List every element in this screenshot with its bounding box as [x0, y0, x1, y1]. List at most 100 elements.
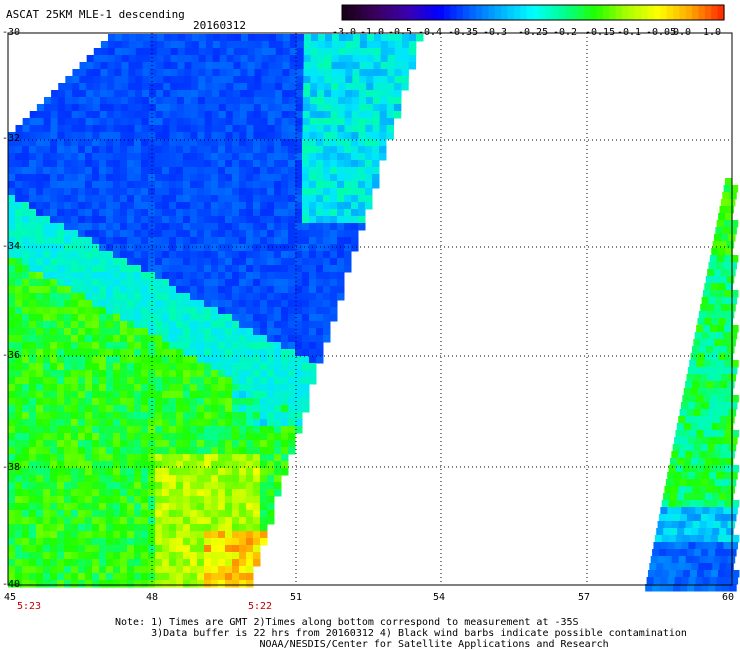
wind-cell [309, 293, 317, 301]
wind-cell [64, 566, 72, 574]
wind-cell [211, 314, 219, 322]
wind-cell [684, 528, 692, 536]
wind-cell [78, 398, 86, 406]
wind-cell [246, 265, 254, 273]
wind-cell [22, 230, 30, 238]
wind-cell [365, 195, 373, 203]
wind-cell [232, 447, 240, 455]
wind-cell [281, 97, 290, 105]
wind-cell [359, 69, 367, 77]
wind-cell [246, 230, 254, 238]
wind-cell [359, 76, 367, 84]
wind-cell [29, 188, 37, 196]
wind-cell [240, 90, 248, 98]
wind-cell [57, 104, 66, 112]
wind-cell [190, 475, 198, 483]
wind-cell [99, 384, 107, 392]
wind-cell [106, 447, 114, 455]
wind-cell [50, 433, 58, 441]
wind-cell [50, 174, 58, 182]
wind-cell [190, 195, 198, 203]
wind-cell [260, 258, 268, 266]
wind-cell [113, 118, 122, 126]
wind-cell [106, 573, 114, 581]
wind-cell [211, 209, 219, 217]
wind-cell [197, 265, 205, 273]
wind-cell [106, 279, 114, 287]
wind-cell [134, 454, 142, 462]
wind-cell [99, 517, 107, 525]
wind-cell [106, 335, 114, 343]
wind-cell [710, 570, 719, 578]
wind-cell [309, 146, 317, 154]
wind-cell [120, 272, 128, 280]
wind-cell [22, 531, 30, 539]
wind-cell [239, 566, 247, 574]
wind-cell [142, 55, 151, 63]
wind-cell [8, 307, 16, 315]
wind-cell [22, 377, 30, 385]
wind-cell [8, 167, 16, 175]
wind-cell [120, 314, 128, 322]
wind-cell [197, 160, 205, 168]
wind-cell [302, 293, 310, 301]
wind-cell [260, 510, 268, 518]
wind-cell [155, 111, 164, 119]
wind-cell [218, 118, 227, 126]
wind-cell [113, 328, 121, 336]
wind-cell [684, 563, 692, 571]
wind-cell [338, 55, 347, 63]
wind-cell [162, 286, 170, 294]
wind-cell [260, 377, 268, 385]
wind-cell [260, 174, 268, 182]
wind-cell [128, 62, 137, 70]
wind-cell [108, 34, 116, 42]
wind-cell [100, 69, 108, 77]
wind-cell [148, 139, 156, 147]
wind-cell [8, 293, 16, 301]
wind-cell [134, 461, 142, 469]
wind-cell [99, 510, 107, 518]
wind-cell [726, 563, 734, 571]
wind-cell [288, 216, 296, 224]
wind-cell [64, 230, 72, 238]
wind-cell [295, 335, 303, 343]
wind-cell [282, 55, 291, 63]
wind-cell [92, 230, 100, 238]
wind-cell [232, 132, 240, 140]
wind-cell [113, 405, 121, 413]
wind-cell [344, 265, 352, 273]
wind-cell [246, 216, 254, 224]
wind-cell [366, 69, 374, 77]
wind-cell [99, 300, 107, 308]
wind-cell [176, 160, 184, 168]
wind-cell [134, 391, 142, 399]
wind-cell [267, 482, 275, 490]
wind-cell [714, 304, 722, 312]
wind-cell [191, 41, 200, 49]
wind-cell [36, 111, 45, 119]
wind-cell [717, 360, 725, 368]
wind-cell [345, 69, 353, 77]
wind-cell [190, 118, 199, 126]
wind-cell [71, 104, 80, 112]
wind-cell [99, 293, 107, 301]
wind-cell [267, 489, 275, 497]
wind-cell [162, 412, 170, 420]
wind-cell [162, 363, 170, 371]
wind-cell [78, 265, 86, 273]
wind-cell [29, 146, 37, 154]
wind-cell [127, 566, 135, 574]
wind-cell [309, 258, 317, 266]
wind-cell [113, 545, 121, 553]
wind-cell [57, 188, 65, 196]
wind-cell [36, 153, 44, 161]
wind-cell [351, 153, 359, 161]
wind-cell [288, 440, 296, 448]
wind-cell [239, 559, 247, 567]
wind-cell [731, 500, 740, 508]
wind-cell [211, 216, 219, 224]
wind-cell [176, 139, 184, 147]
wind-cell [232, 573, 240, 581]
wind-cell [43, 356, 51, 364]
